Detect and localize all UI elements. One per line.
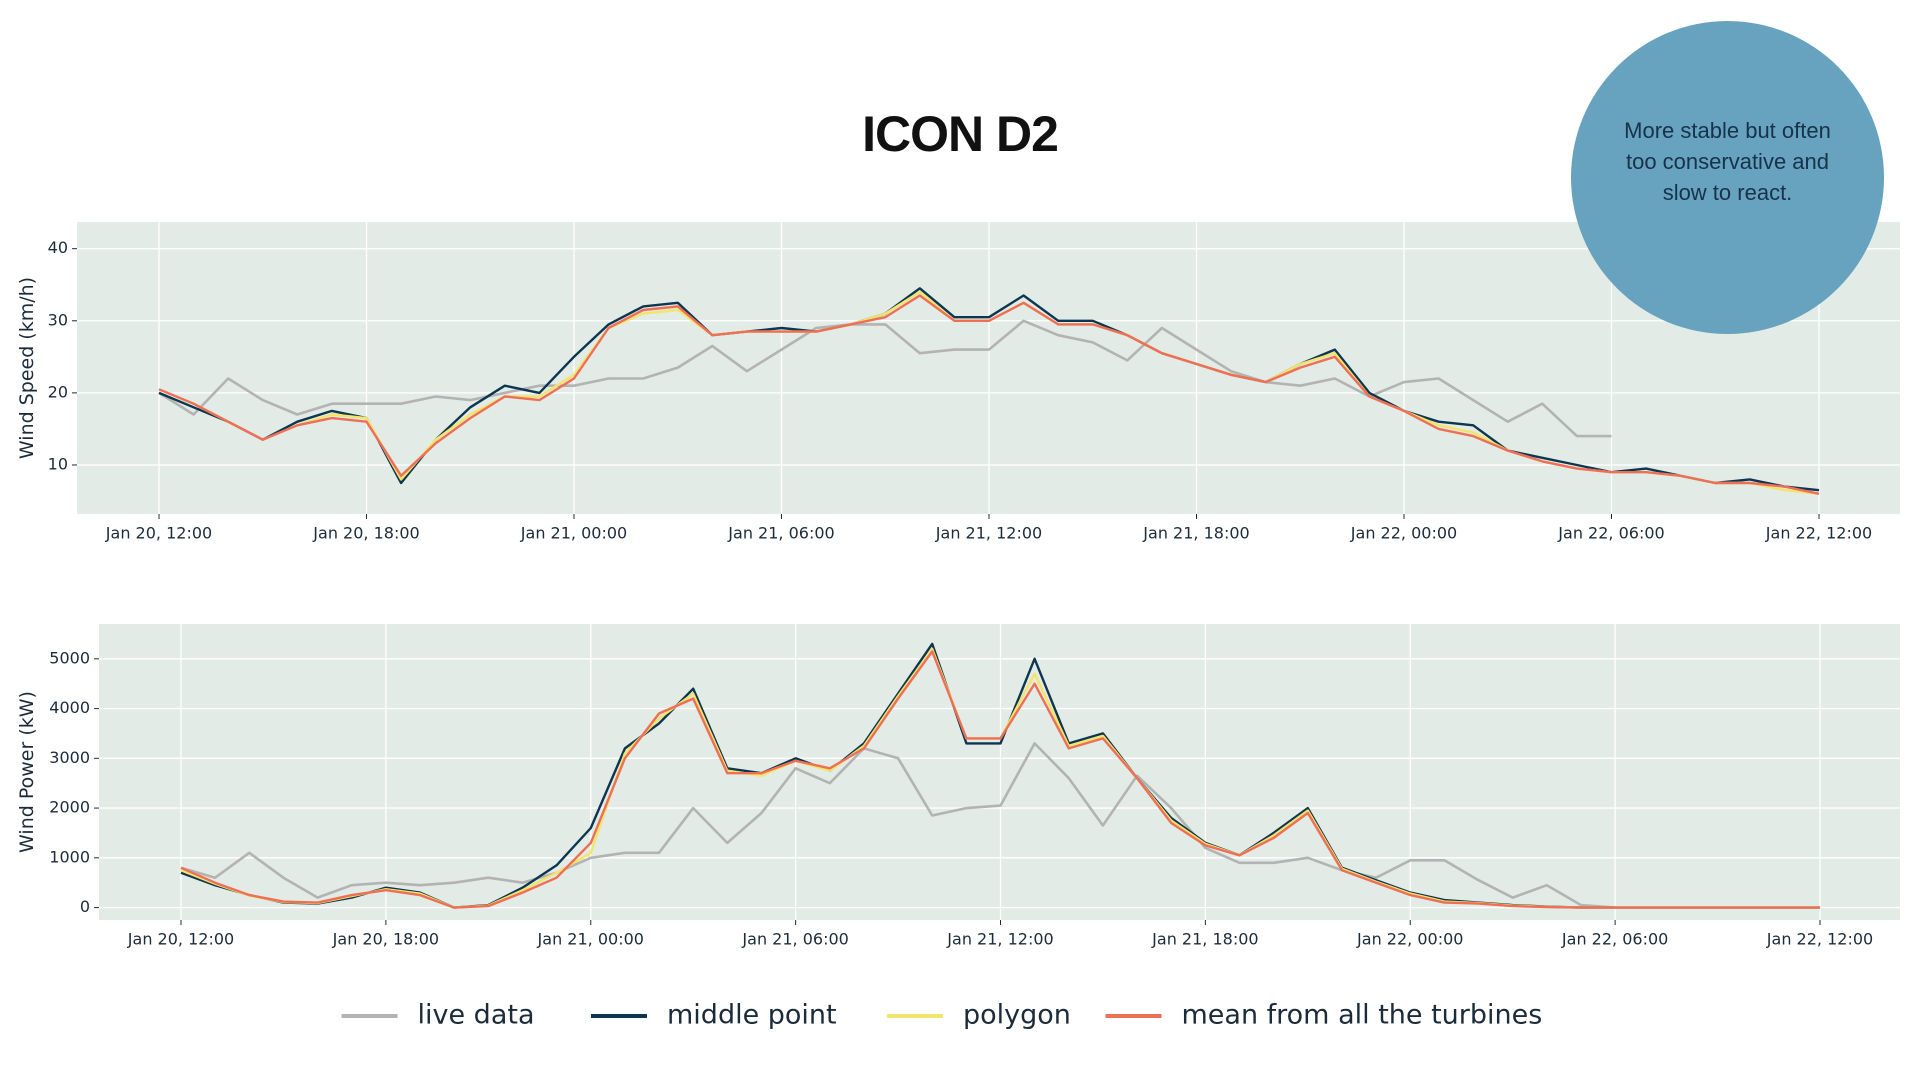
y-axis-label: Wind Speed (km/h) <box>16 277 38 459</box>
x-tick-label: Jan 21, 18:00 <box>1151 930 1258 949</box>
legend-label: polygon <box>963 1000 1071 1031</box>
y-tick-label: 30 <box>48 310 68 329</box>
annotation-bubble: More stable but often too conservative a… <box>1571 21 1884 334</box>
y-tick-label: 40 <box>48 238 68 257</box>
x-tick-label: Jan 20, 12:00 <box>127 930 234 949</box>
x-tick-label: Jan 21, 18:00 <box>1142 524 1249 543</box>
x-tick-label: Jan 20, 18:00 <box>332 930 439 949</box>
x-tick-label: Jan 22, 06:00 <box>1557 524 1664 543</box>
x-tick-label: Jan 21, 12:00 <box>946 930 1053 949</box>
legend-label: middle point <box>667 1000 837 1031</box>
x-tick-label: Jan 22, 00:00 <box>1356 930 1463 949</box>
legend-label: mean from all the turbines <box>1182 1000 1543 1031</box>
x-tick-label: Jan 22, 12:00 <box>1765 524 1872 543</box>
slide-title: ICON D2 <box>862 106 1059 162</box>
y-tick-label: 4000 <box>49 698 90 717</box>
x-tick-label: Jan 20, 12:00 <box>105 524 212 543</box>
legend-item: middle point <box>591 1000 837 1031</box>
x-tick-label: Jan 20, 18:00 <box>312 524 419 543</box>
x-tick-label: Jan 22, 00:00 <box>1350 524 1457 543</box>
legend-item: polygon <box>887 1000 1071 1031</box>
x-tick-label: Jan 21, 00:00 <box>537 930 644 949</box>
y-tick-label: 5000 <box>49 648 90 667</box>
plot-area <box>99 624 1900 920</box>
x-tick-label: Jan 22, 12:00 <box>1766 930 1873 949</box>
legend-label: live data <box>418 1000 535 1031</box>
x-tick-label: Jan 21, 06:00 <box>741 930 848 949</box>
series-line <box>158 294 1820 495</box>
legend-item: live data <box>341 1000 535 1031</box>
y-tick-label: 3000 <box>49 748 90 767</box>
y-tick-label: 1000 <box>49 847 90 866</box>
series-line <box>180 742 1616 909</box>
x-tick-label: Jan 21, 06:00 <box>727 524 834 543</box>
legend-item: mean from all the turbines <box>1105 1000 1543 1031</box>
y-axis-label: Wind Power (kW) <box>16 691 38 853</box>
y-tick-label: 20 <box>48 382 68 401</box>
series-line <box>180 650 1820 909</box>
y-tick-label: 0 <box>80 897 90 916</box>
x-tick-label: Jan 22, 06:00 <box>1561 930 1668 949</box>
y-tick-label: 10 <box>48 454 68 473</box>
annotation-text: More stable but often too conservative a… <box>1624 118 1831 205</box>
y-tick-label: 2000 <box>49 798 90 817</box>
x-tick-label: Jan 21, 00:00 <box>520 524 627 543</box>
x-tick-label: Jan 21, 12:00 <box>935 524 1042 543</box>
